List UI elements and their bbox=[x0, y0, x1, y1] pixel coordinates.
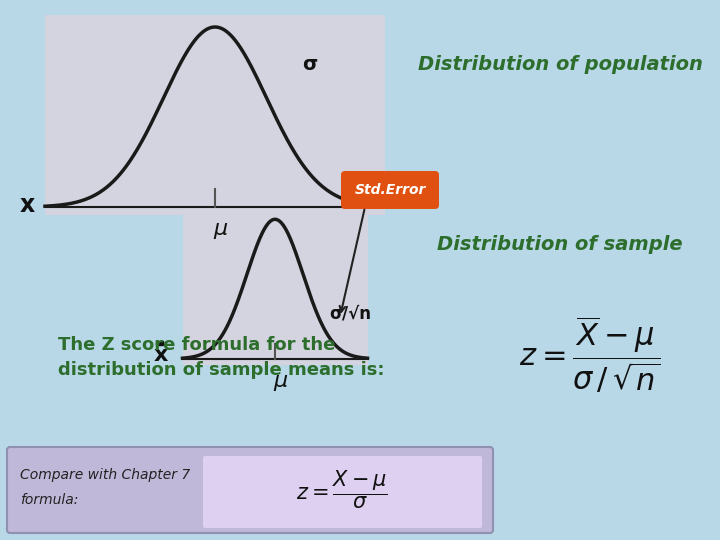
Text: Distribution of population: Distribution of population bbox=[418, 56, 703, 75]
Text: distribution of sample means is:: distribution of sample means is: bbox=[58, 361, 384, 379]
Text: μ: μ bbox=[213, 219, 227, 239]
Text: μ: μ bbox=[273, 371, 287, 391]
Text: x: x bbox=[19, 193, 35, 217]
Text: Std.Error: Std.Error bbox=[354, 183, 426, 197]
Text: σ/√n: σ/√n bbox=[329, 305, 371, 323]
Text: $\mathit{z} = \dfrac{\overline{X} - \mu}{\sigma\,/\,\sqrt{n}}$: $\mathit{z} = \dfrac{\overline{X} - \mu}… bbox=[519, 314, 661, 395]
Text: σ: σ bbox=[302, 56, 318, 75]
Polygon shape bbox=[156, 341, 163, 345]
Text: Distribution of sample: Distribution of sample bbox=[437, 235, 683, 254]
FancyBboxPatch shape bbox=[203, 456, 482, 528]
Bar bbox=[182, 210, 367, 365]
FancyBboxPatch shape bbox=[7, 447, 493, 533]
Text: The Z score formula for the: The Z score formula for the bbox=[58, 336, 336, 354]
Text: $\mathit{z} = \dfrac{X - \mu}{\sigma}$: $\mathit{z} = \dfrac{X - \mu}{\sigma}$ bbox=[296, 469, 388, 511]
Text: x: x bbox=[153, 345, 168, 365]
FancyBboxPatch shape bbox=[341, 171, 439, 209]
Bar bbox=[45, 15, 385, 215]
Text: Compare with Chapter 7: Compare with Chapter 7 bbox=[20, 468, 190, 482]
Text: formula:: formula: bbox=[20, 493, 78, 507]
